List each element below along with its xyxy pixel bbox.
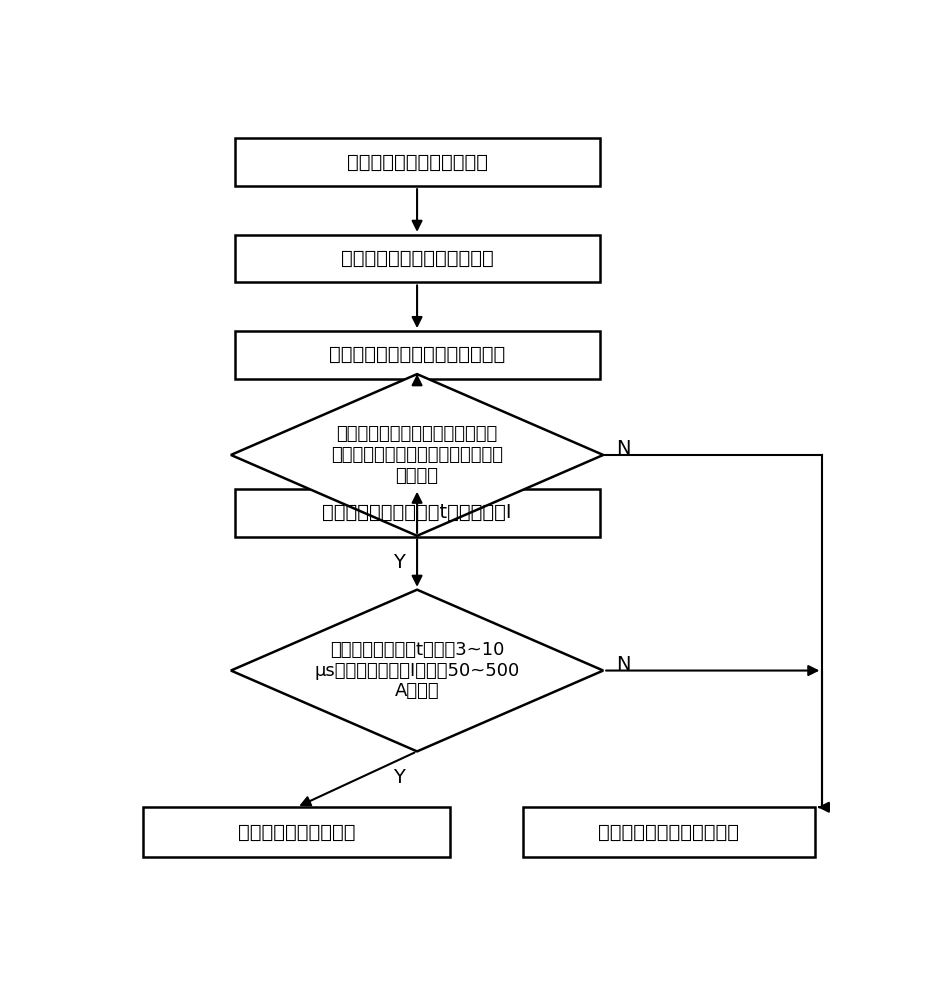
FancyBboxPatch shape	[523, 807, 815, 857]
Text: 在线监测输电线路行波电流: 在线监测输电线路行波电流	[347, 153, 488, 172]
FancyBboxPatch shape	[235, 138, 599, 186]
Text: N: N	[616, 655, 631, 674]
Text: Y: Y	[393, 553, 405, 572]
Text: 不是输电线路雷电绕击故障: 不是输电线路雷电绕击故障	[598, 823, 739, 842]
Text: 行波电流幅值最大值前是否有一小
段与主放电脉冲直接连接的同极性小
脉冲存在: 行波电流幅值最大值前是否有一小 段与主放电脉冲直接连接的同极性小 脉冲存在	[331, 425, 503, 485]
Polygon shape	[231, 374, 603, 536]
FancyBboxPatch shape	[235, 235, 599, 282]
Text: 提取脉冲响应持续时间t和电流幅值I: 提取脉冲响应持续时间t和电流幅值I	[322, 503, 512, 522]
Text: 分析雷击故障相行波电流波形特征: 分析雷击故障相行波电流波形特征	[329, 345, 505, 364]
Text: N: N	[616, 439, 631, 458]
Text: 脉冲响应持续时间t是否在3~10
μs之间，电流幅值I是否在50~500
A范围内: 脉冲响应持续时间t是否在3~10 μs之间，电流幅值I是否在50~500 A范围…	[315, 641, 520, 700]
FancyBboxPatch shape	[235, 331, 599, 379]
FancyBboxPatch shape	[235, 489, 599, 537]
FancyBboxPatch shape	[143, 807, 450, 857]
Polygon shape	[231, 590, 603, 751]
Text: Y: Y	[393, 768, 405, 787]
Text: 输电线路雷电绕击故障: 输电线路雷电绕击故障	[238, 823, 355, 842]
Text: 提取雷击故障相行波电流数据: 提取雷击故障相行波电流数据	[341, 249, 494, 268]
